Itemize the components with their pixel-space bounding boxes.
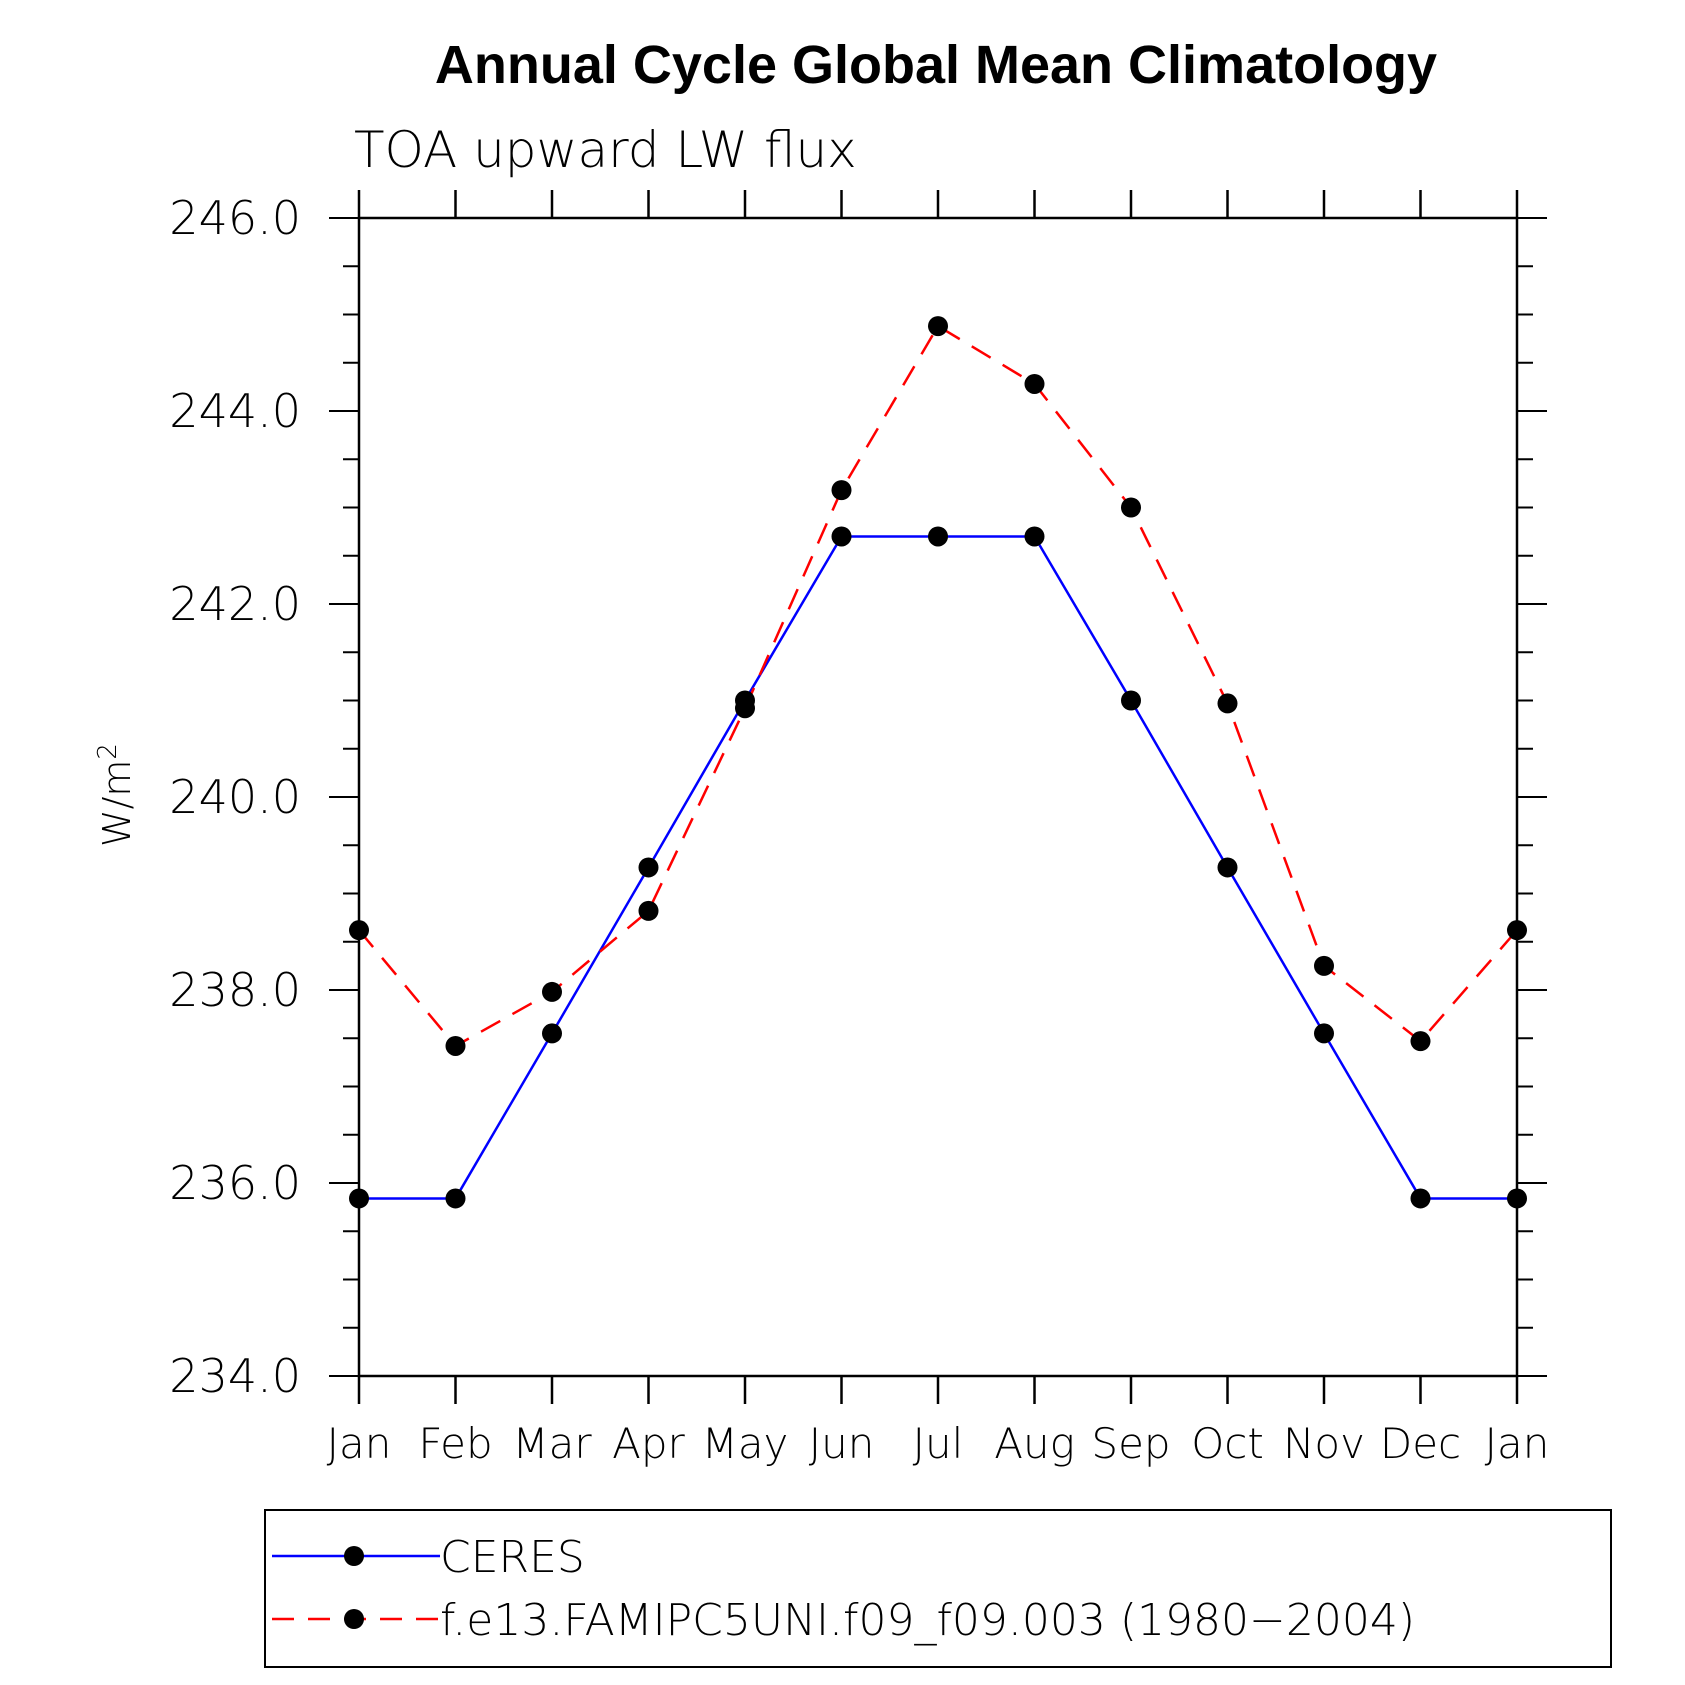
legend-marker-model [344, 1609, 364, 1629]
y-tick-label: 240.0 [169, 770, 301, 824]
chart-title: Annual Cycle Global Mean Climatology [435, 35, 1437, 95]
x-tick-labels: Jan Feb Mar Apr May Jun Jul Aug Sep Oct Nov Dec Jan [327, 1419, 1550, 1468]
x-tick-label: Apr [612, 1419, 685, 1468]
x-tick-label: Nov [1283, 1419, 1365, 1468]
y-axis-label-text: W/m [95, 760, 139, 847]
data-point-series-1 [1217, 693, 1238, 714]
x-tick-label: Jan [327, 1419, 392, 1468]
legend-item-ceres: CERES [272, 1532, 585, 1583]
data-point-series-0 [928, 526, 948, 547]
x-tick-label: Mar [512, 1419, 592, 1468]
data-point-series-0 [445, 1188, 466, 1209]
x-tick-label: Feb [418, 1419, 492, 1468]
data-point-series-0 [1217, 857, 1238, 878]
legend-marker-ceres [344, 1546, 364, 1566]
series-lines [358, 324, 1518, 1200]
data-point-series-1 [1121, 497, 1141, 518]
data-point-series-0 [542, 1023, 562, 1044]
x-tick-label: Jan [1485, 1419, 1550, 1468]
x-tick-label: Jun [809, 1419, 875, 1468]
x-tick-label: Oct [1191, 1419, 1264, 1468]
y-axis-label: W/m2 [93, 743, 139, 847]
data-point-series-0 [1121, 690, 1141, 711]
legend-label-model: f.e13.FAMIPC5UNI.f09_f09.003 (1980−2004) [440, 1595, 1415, 1646]
legend-box [264, 1509, 1612, 1668]
data-point-series-0 [1314, 1023, 1334, 1044]
data-point-series-1 [735, 698, 755, 719]
data-point-series-1 [1410, 1031, 1431, 1052]
plot-frame [357, 216, 1519, 1378]
data-point-series-0 [1024, 526, 1045, 547]
data-points [349, 316, 1527, 1209]
data-point-series-1 [928, 316, 948, 337]
y-tick-label: 242.0 [169, 577, 301, 631]
svg-text:W/m2: W/m2 [93, 743, 139, 847]
data-point-series-1 [638, 900, 659, 921]
x-tick-label: Aug [994, 1419, 1075, 1468]
data-point-series-1 [831, 480, 852, 501]
data-point-series-0 [1410, 1188, 1431, 1209]
axis-ticks [329, 190, 1547, 1404]
legend-item-model: f.e13.FAMIPC5UNI.f09_f09.003 (1980−2004) [272, 1595, 1415, 1646]
data-point-series-0 [831, 526, 852, 547]
legend: CERES f.e13.FAMIPC5UNI.f09_f09.003 (1980… [264, 1509, 1612, 1668]
data-point-series-0 [638, 857, 659, 878]
data-point-series-1 [445, 1035, 466, 1056]
y-tick-label: 238.0 [169, 963, 301, 1017]
x-tick-label: Sep [1091, 1419, 1170, 1468]
legend-label-ceres: CERES [440, 1532, 585, 1583]
data-point-series-1 [1314, 955, 1334, 976]
x-tick-label: May [702, 1419, 789, 1468]
data-point-series-1 [542, 981, 562, 1002]
series-line-1 [358, 324, 1518, 1048]
x-tick-label: Dec [1380, 1419, 1461, 1468]
y-tick-label: 234.0 [169, 1349, 301, 1403]
y-tick-label: 246.0 [169, 191, 301, 245]
y-tick-labels: 234.0 236.0 238.0 240.0 242.0 244.0 246.0 [169, 191, 301, 1403]
y-tick-label: 236.0 [169, 1156, 301, 1210]
chart-subtitle: TOA upward LW flux [354, 121, 857, 179]
series-line-0 [359, 535, 1517, 1200]
y-axis-label-superscript: 2 [93, 743, 123, 760]
y-tick-label: 244.0 [169, 384, 301, 438]
data-point-series-1 [1024, 373, 1045, 394]
x-tick-label: Jul [913, 1419, 964, 1468]
